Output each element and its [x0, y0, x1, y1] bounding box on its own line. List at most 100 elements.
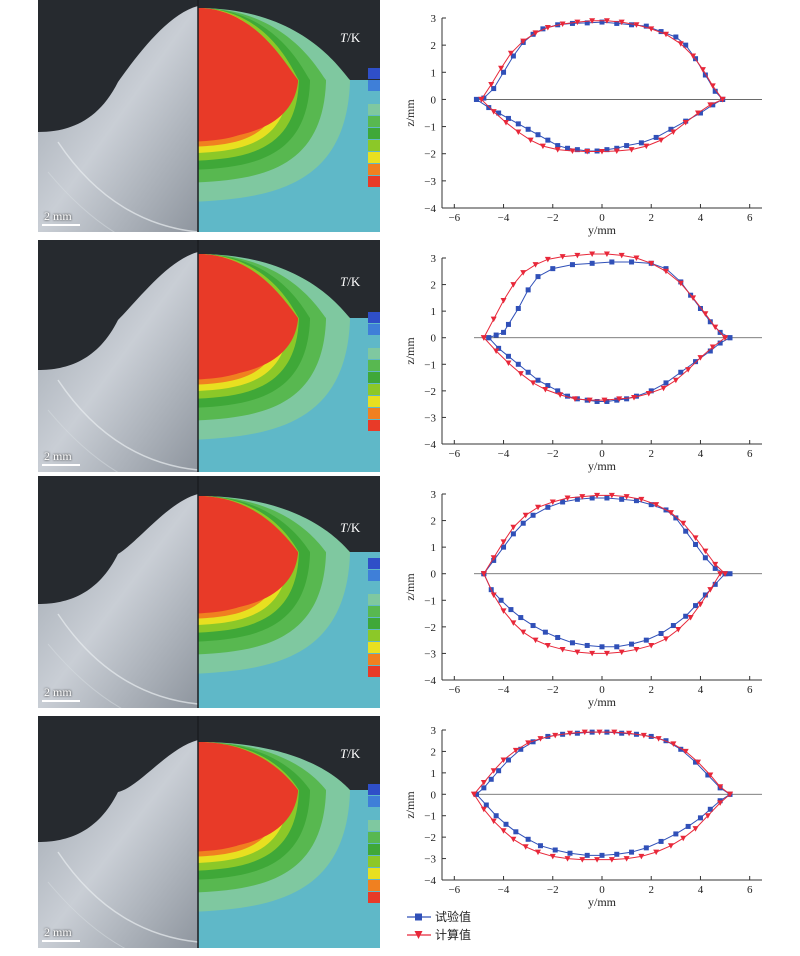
- data-point-triangle: [490, 818, 497, 825]
- data-point-square: [629, 259, 635, 265]
- data-point-square: [614, 145, 620, 151]
- y-tick-label: 3: [431, 489, 437, 501]
- data-point-square: [710, 102, 716, 108]
- data-point-square: [496, 768, 502, 774]
- data-point-square: [707, 319, 713, 325]
- y-tick-label: −1: [424, 811, 436, 823]
- data-point-triangle: [522, 844, 529, 850]
- data-point-square: [510, 531, 516, 537]
- data-point-triangle: [616, 396, 623, 402]
- x-tick-label: 0: [599, 684, 605, 696]
- molten-pool: [198, 254, 298, 378]
- legend-swatch: [368, 360, 380, 371]
- data-point-triangle: [699, 67, 706, 73]
- data-point-square: [584, 20, 590, 26]
- data-point-square: [501, 544, 507, 550]
- data-point-triangle: [490, 555, 497, 561]
- data-point-square: [574, 496, 580, 502]
- data-point-triangle: [623, 494, 630, 500]
- data-point-triangle: [500, 539, 507, 545]
- data-point-square: [555, 634, 561, 640]
- data-point-triangle: [480, 780, 487, 786]
- x-tick-label: 2: [648, 212, 654, 224]
- fusion-line: [57, 613, 199, 705]
- y-tick-label: −4: [424, 675, 436, 687]
- fusion-profile-chart-4: −6 −4 −2 0 2 4 6 −4 −3 −2 −1 0 1 2 3 y/mm z/mm: [403, 725, 762, 909]
- plot-area: −6 −4 −2 0 2 4 6 −4 −3 −2 −1 0 1 2 3 y/mm z/mm: [403, 725, 762, 909]
- legend-swatch: [368, 140, 380, 151]
- y-tick-label: −1: [424, 359, 436, 371]
- data-point-triangle: [663, 31, 669, 38]
- data-point-triangle: [549, 853, 556, 860]
- data-point-square: [643, 637, 649, 643]
- x-tick-label: 0: [599, 884, 605, 896]
- data-point-square: [498, 597, 504, 603]
- weld-cross-section-panel: 2 mm T/K 3735737739731 1731 3731 5231 63…: [38, 240, 380, 472]
- data-point-triangle: [633, 255, 640, 261]
- data-point-triangle: [557, 392, 564, 398]
- data-point-triangle: [695, 110, 701, 116]
- series-line: [488, 337, 731, 402]
- series-line: [476, 21, 723, 100]
- data-point-square: [537, 843, 543, 849]
- data-point-square: [619, 730, 625, 736]
- y-tick-label: 3: [431, 253, 437, 265]
- legend-swatch: [368, 116, 380, 127]
- legend-swatch: [368, 856, 380, 867]
- data-point-square: [493, 813, 499, 819]
- data-point-triangle: [490, 109, 497, 115]
- legend-swatch: [368, 796, 380, 807]
- data-point-triangle: [594, 857, 601, 863]
- weld-macro-and-temperature-field: [38, 476, 380, 708]
- data-point-triangle: [702, 311, 709, 317]
- series-line: [476, 793, 731, 856]
- scale-bar-line: [42, 224, 80, 226]
- data-point-square: [535, 377, 541, 383]
- series-legend-item-experimental: 试验值: [405, 910, 545, 926]
- data-point-square: [491, 86, 497, 92]
- data-point-square: [668, 126, 674, 132]
- y-tick-label: 2: [431, 516, 437, 528]
- data-point-square: [614, 851, 620, 857]
- data-point-triangle: [631, 395, 637, 401]
- weld-macro-and-temperature-field: [38, 240, 380, 472]
- y-tick-label: −2: [424, 149, 436, 161]
- data-point-triangle: [682, 748, 689, 755]
- legend-swatch: [368, 666, 380, 677]
- data-point-triangle: [532, 262, 539, 268]
- data-point-triangle: [618, 19, 625, 26]
- data-point-triangle: [692, 826, 699, 832]
- data-point-triangle: [658, 137, 665, 144]
- data-point-square: [604, 398, 610, 404]
- legend-swatch: [368, 408, 380, 419]
- data-point-square: [629, 641, 635, 647]
- x-axis-title: y/mm: [588, 459, 617, 473]
- data-point-square: [525, 369, 531, 375]
- data-point-square: [693, 759, 699, 765]
- data-point-triangle: [655, 736, 662, 742]
- data-point-triangle: [682, 120, 689, 126]
- data-point-square: [552, 847, 558, 853]
- data-point-square: [643, 845, 649, 851]
- plot-area: −6 −4 −2 0 2 4 6 −4 −3 −2 −1 0 1 2 3 y/mm z/mm: [403, 13, 762, 237]
- data-point-square: [530, 512, 536, 518]
- legend-swatch: [368, 606, 380, 617]
- data-point-triangle: [505, 360, 512, 366]
- data-point-triangle: [539, 143, 546, 150]
- data-point-square: [505, 353, 511, 359]
- data-point-triangle: [594, 492, 601, 499]
- temperature-legend: T/K 3735737739731 1731 3731 5231 6331 70…: [330, 30, 380, 230]
- scale-bar-label: 2 mm: [44, 449, 72, 463]
- data-point-triangle: [579, 494, 586, 500]
- data-point-triangle: [653, 849, 660, 856]
- data-point-triangle: [498, 65, 505, 72]
- data-point-triangle: [480, 335, 487, 341]
- data-point-square: [683, 42, 689, 48]
- x-tick-label: 4: [698, 212, 704, 224]
- series-legend-marker: [407, 931, 431, 939]
- data-point-triangle: [692, 535, 699, 541]
- data-point-square: [505, 757, 511, 763]
- weld-cross-section-panel: 2 mm T/K 3735737739731 1731 3731 5231 63…: [38, 716, 380, 948]
- legend-swatch: [368, 844, 380, 855]
- scale-bar-line: [42, 700, 80, 702]
